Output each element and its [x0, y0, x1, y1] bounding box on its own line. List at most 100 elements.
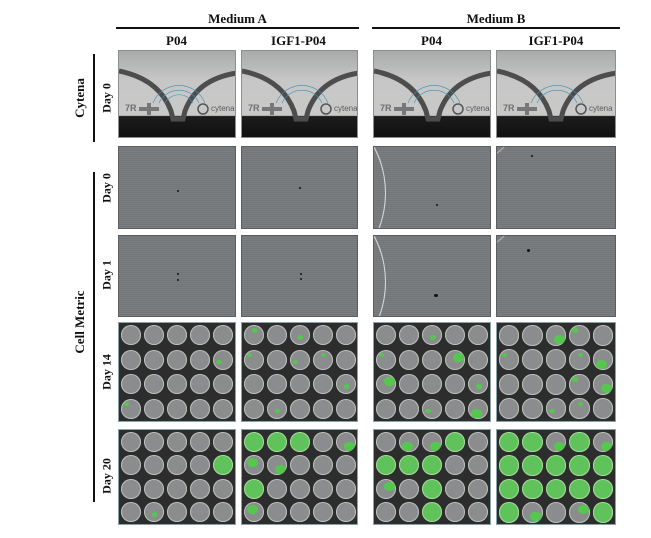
well [522, 455, 543, 476]
single-cell [299, 187, 301, 189]
well [569, 373, 590, 395]
well [421, 349, 443, 370]
header-underline-a [116, 27, 359, 29]
col-label-a-p04: P04 [166, 33, 187, 48]
grid-day20-a-p04 [118, 429, 236, 525]
col-label-b-p04: P04 [421, 33, 442, 48]
cm-day0-a-igf1 [241, 146, 358, 229]
well [289, 325, 310, 346]
well [266, 431, 287, 452]
colony-growth [343, 384, 350, 389]
cytena-panel-b-igf1: 7R cytena [496, 50, 616, 138]
nozzle-image [119, 68, 235, 122]
nozzle-image [242, 68, 357, 122]
well [421, 478, 443, 499]
colony-growth [501, 352, 508, 358]
colony-growth [572, 377, 579, 382]
grid-day14-b-p04 [373, 322, 491, 422]
single-cell [300, 278, 302, 280]
cm-day1-a-igf1 [241, 235, 358, 317]
colony-growth [123, 401, 130, 407]
grid-day14-a-p04 [118, 322, 236, 422]
row-group-cytena: Cytena [72, 78, 87, 118]
well [190, 349, 211, 370]
nozzle-image [374, 68, 490, 122]
header-underline-b [372, 27, 620, 29]
colony-growth [530, 512, 542, 522]
colony-growth [429, 335, 436, 340]
well [213, 431, 234, 452]
well [398, 431, 419, 452]
well [569, 502, 590, 523]
cm-day0-b-igf1 [496, 146, 616, 229]
colony-growth [246, 505, 258, 515]
colony-growth [151, 512, 158, 517]
colony-growth [424, 408, 431, 414]
cm-day1-b-igf1 [496, 235, 616, 317]
well [312, 374, 333, 395]
well [498, 373, 520, 395]
well-edge-fringe [497, 147, 534, 174]
row-group-cell-metric: Cell Metric [72, 290, 87, 354]
well [592, 455, 614, 476]
well [545, 373, 567, 395]
well [143, 431, 164, 452]
colony-growth [553, 441, 566, 451]
well [522, 349, 543, 371]
well [335, 398, 356, 419]
well [120, 349, 141, 370]
well [213, 398, 234, 419]
colony-growth [383, 481, 395, 491]
well [468, 431, 489, 452]
well [266, 374, 287, 395]
well [243, 325, 264, 346]
well [166, 374, 188, 395]
well [498, 478, 520, 499]
well [545, 502, 567, 523]
well [398, 478, 419, 499]
well [312, 455, 333, 476]
well [143, 478, 164, 499]
cm-day1-a-p04 [118, 235, 236, 317]
well [522, 502, 543, 523]
well [166, 502, 188, 523]
header-medium-a: Medium A [208, 11, 267, 26]
grid-day20-b-igf1 [496, 429, 616, 525]
well [266, 478, 287, 499]
well [289, 502, 310, 523]
cytena-mark: 7R [380, 103, 392, 113]
well [190, 478, 211, 499]
well [592, 431, 614, 452]
well [375, 502, 396, 523]
well [468, 478, 489, 499]
grid-day20-a-igf1 [241, 429, 358, 525]
well [335, 455, 356, 476]
well [592, 478, 614, 499]
colony-growth [343, 441, 355, 451]
well [120, 398, 141, 419]
well [375, 431, 396, 452]
well [190, 431, 211, 452]
well [498, 324, 520, 346]
well [592, 349, 614, 371]
well [213, 325, 234, 346]
well [335, 349, 356, 370]
well [545, 455, 567, 476]
well [312, 431, 333, 452]
well [569, 349, 590, 371]
well [421, 455, 443, 476]
well [445, 349, 466, 370]
well [592, 398, 614, 420]
well [243, 478, 264, 499]
colony-growth [601, 384, 613, 394]
colony-growth [548, 408, 555, 414]
well [120, 502, 141, 523]
well [289, 349, 310, 370]
single-cell [436, 204, 438, 206]
well [445, 398, 466, 419]
colony-growth [292, 359, 299, 365]
well [120, 325, 141, 346]
well-edge-fringe [374, 147, 386, 228]
well [445, 455, 466, 476]
well [398, 374, 419, 395]
